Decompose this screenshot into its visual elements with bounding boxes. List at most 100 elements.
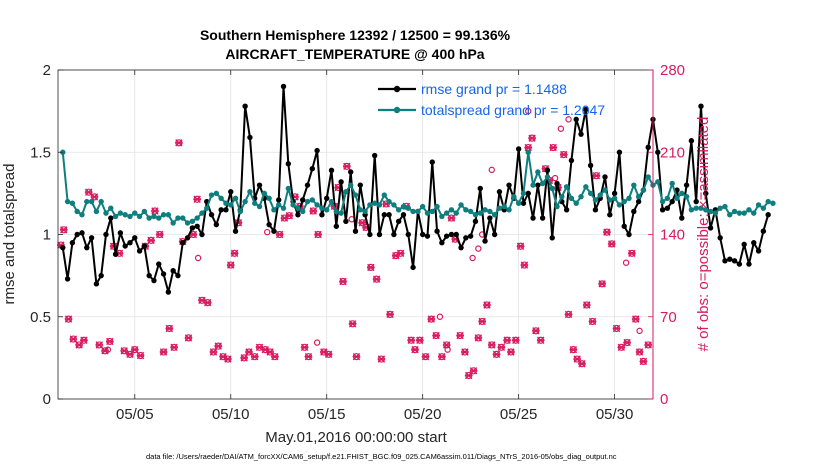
totalspread-point: [338, 210, 344, 216]
totalspread-point: [611, 195, 618, 202]
obs-assimilated-marker: [592, 172, 601, 180]
x-tick-label: 05/30: [596, 406, 634, 423]
obs-point: [628, 249, 636, 257]
obs-point: [407, 336, 416, 344]
obs-point: [250, 353, 259, 361]
rmse-point: [208, 212, 215, 218]
obs-assimilated-marker: [487, 341, 496, 349]
rmse-point: [300, 197, 306, 203]
obs-point: [631, 315, 640, 323]
rmse-point: [367, 231, 373, 238]
rmse-point: [309, 166, 316, 172]
obs-assimilated-marker: [456, 331, 464, 340]
totalspread-point: [525, 149, 531, 155]
rmse-point: [679, 215, 685, 221]
rmse-point: [578, 131, 584, 137]
totalspread-point: [712, 210, 719, 216]
rmse-point: [79, 230, 85, 236]
obs-assimilated-marker: [469, 367, 478, 375]
obs-point: [304, 353, 313, 361]
rmse-point: [127, 240, 133, 246]
rmse-point: [285, 161, 292, 167]
totalspread-point: [506, 207, 512, 213]
obs-point: [438, 353, 446, 361]
obs-point: [69, 335, 78, 343]
obs-assimilated-marker: [507, 348, 515, 356]
rmse-point: [506, 182, 512, 188]
obs-possible-point: [565, 116, 572, 123]
totalspread-point: [252, 200, 258, 206]
totalspread-point: [544, 174, 551, 180]
totalspread-point: [621, 198, 627, 205]
rmse-point: [117, 230, 124, 236]
rmse-point: [136, 248, 143, 254]
legend-rmse-marker: [393, 85, 401, 93]
totalspread-point: [304, 198, 311, 205]
obs-point: [343, 162, 351, 171]
data-file-footer: data file: /Users/raeder/DAI/ATM_forcXX/…: [146, 452, 617, 461]
totalspread-point: [69, 200, 76, 206]
obs-assimilated-marker: [352, 353, 361, 361]
rmse-point: [419, 231, 426, 238]
totalspread-point: [563, 184, 570, 190]
totalspread-point: [103, 210, 109, 216]
totalspread-point: [151, 213, 157, 220]
obs-assimilated-marker: [245, 348, 253, 356]
totalspread-point: [602, 187, 608, 193]
rmse-point: [683, 182, 690, 188]
totalspread-point: [256, 203, 263, 210]
totalspread-point: [395, 207, 402, 213]
obs-assimilated-marker: [170, 343, 178, 351]
obs-point: [105, 337, 114, 346]
totalspread-point: [314, 202, 320, 208]
obs-assimilated-marker: [461, 348, 469, 356]
obs-point: [612, 324, 621, 333]
obs-point: [367, 263, 375, 272]
totalspread-point: [84, 198, 90, 205]
obs-point: [623, 338, 631, 347]
rmse-point: [746, 261, 752, 267]
rmse-point: [520, 200, 527, 206]
chart-subtitle: AIRCRAFT_TEMPERATURE @ 400 hPa: [225, 46, 484, 62]
totalspread-point: [348, 182, 354, 188]
obs-point: [339, 277, 347, 286]
rmse-point: [424, 233, 431, 239]
obs-point: [617, 343, 626, 351]
totalspread-point: [127, 213, 133, 220]
rmse-point: [530, 215, 536, 221]
rmse-point: [247, 134, 253, 141]
totalspread-point: [530, 182, 536, 188]
rmse-point: [592, 207, 599, 213]
obs-assimilated-marker: [582, 301, 591, 309]
obs-assimilated-marker: [136, 351, 145, 360]
obs-point: [280, 214, 289, 222]
rmse-point: [482, 238, 488, 244]
rmse-point: [693, 198, 699, 205]
totalspread-point: [741, 210, 747, 216]
rmse-point: [160, 271, 167, 277]
y-tick-label: 0.5: [30, 309, 51, 326]
totalspread-point: [736, 210, 743, 216]
totalspread-point: [410, 208, 416, 215]
rmse-point: [443, 233, 450, 239]
totalspread-point: [386, 198, 392, 205]
obs-assimilated-marker: [300, 343, 309, 351]
totalspread-point: [146, 215, 152, 221]
obs-point: [520, 261, 529, 269]
obs-point: [559, 150, 568, 159]
totalspread-point: [242, 198, 248, 205]
obs-assimilated-marker: [503, 336, 511, 344]
obs-assimilated-marker: [603, 228, 611, 236]
rmse-point: [751, 240, 757, 246]
obs-assimilated-marker: [372, 275, 381, 283]
totalspread-point: [434, 203, 440, 210]
rmse-point: [664, 205, 671, 211]
totalspread-point: [391, 202, 397, 208]
totalspread-point: [515, 200, 522, 206]
obs-point: [588, 317, 597, 326]
rmse-point: [295, 212, 301, 218]
totalspread-point: [98, 198, 104, 205]
rmse-point: [391, 231, 397, 238]
totalspread-point: [467, 208, 474, 215]
